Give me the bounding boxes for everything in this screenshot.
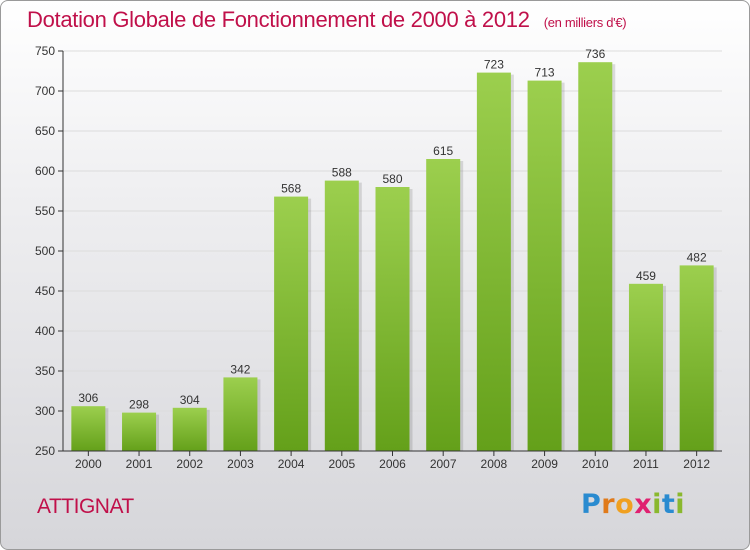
x-tick-label: 2000 [75,457,102,471]
logo-letter: r [601,489,616,520]
bars [71,62,717,451]
x-tick-label: 2001 [126,457,153,471]
bar-2002[interactable] [172,407,207,451]
axes [58,50,722,456]
x-tick-label: 2002 [176,457,203,471]
bar-2011[interactable] [628,283,663,451]
y-tick-label: 350 [35,364,55,378]
commune-name: ATTIGNAT [37,495,134,518]
value-label: 459 [636,269,656,283]
bar-2001[interactable] [122,412,157,451]
logo-letter: x [634,489,653,520]
bar-2012[interactable] [679,265,714,451]
logo-letter: o [615,489,635,520]
value-label: 615 [433,144,453,158]
y-tick-label: 700 [35,84,55,98]
y-tick-label: 450 [35,284,55,298]
y-tick-label: 250 [35,444,55,458]
y-tick-label: 650 [35,124,55,138]
proxiti-logo[interactable]: Proxiti [581,489,685,520]
bar-2006[interactable] [375,187,410,451]
bar-2005[interactable] [324,180,359,451]
y-tick-label: 600 [35,164,55,178]
logo-letter: i [675,489,686,520]
y-tick-label: 550 [35,204,55,218]
chart-title: Dotation Globale de Fonctionnement de 20… [27,7,627,33]
x-tick-label: 2006 [379,457,406,471]
x-tick-label: 2007 [430,457,457,471]
y-tick-label: 750 [35,44,55,58]
x-tick-label: 2005 [328,457,355,471]
value-label: 588 [332,166,352,180]
value-label: 580 [382,172,402,186]
logo-letter: t [661,489,676,520]
value-label: 723 [484,58,504,72]
y-tick-label: 500 [35,244,55,258]
x-tick-label: 2012 [683,457,710,471]
bar-2003[interactable] [223,377,258,451]
value-label: 482 [687,250,707,264]
y-tick-label: 300 [35,404,55,418]
value-label: 304 [180,393,200,407]
x-tick-label: 2008 [481,457,508,471]
x-tick-label: 2009 [531,457,558,471]
logo-letter: P [581,489,602,520]
y-tick-label: 400 [35,324,55,338]
value-label: 342 [230,362,250,376]
bar-2009[interactable] [527,80,562,451]
logo-letter: i [652,489,662,520]
bar-2004[interactable] [274,196,309,451]
x-tick-label: 2003 [227,457,254,471]
value-label: 568 [281,182,301,196]
bar-2007[interactable] [426,159,461,451]
value-label: 713 [535,66,555,80]
x-tick-label: 2011 [633,457,659,471]
bar-2000[interactable] [71,406,106,451]
bar-2010[interactable] [578,62,613,451]
x-tick-label: 2010 [582,457,609,471]
value-label: 736 [585,47,605,61]
value-label: 298 [129,398,149,412]
bar-2008[interactable] [476,72,511,451]
chart-subtitle: (en milliers d'€) [543,15,627,30]
labels: 250 300 350 400 450 500 550 600 650 700 750 306 2000… [35,44,710,471]
value-label: 306 [78,391,98,405]
x-tick-label: 2004 [278,457,305,471]
chart-title-text: Dotation Globale de Fonctionnement de 20… [27,7,530,32]
